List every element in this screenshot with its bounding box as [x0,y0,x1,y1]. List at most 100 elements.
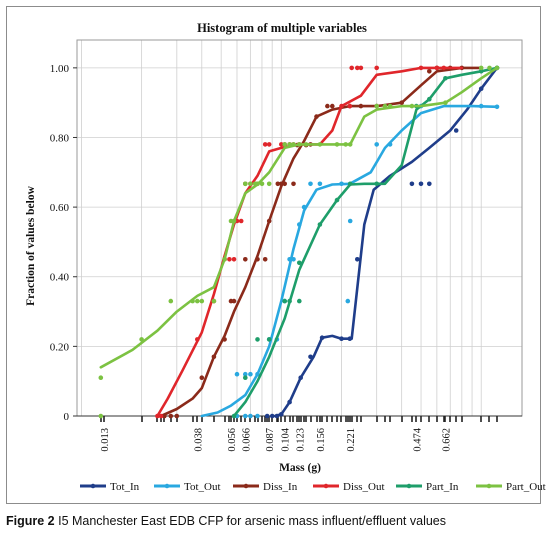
data-point [297,298,302,304]
chart: 0 0.20 0.40 0.60 0.80 1.00 0.013 0.038 0.056 0.06… [25,21,546,493]
x-tick-label: 0.056 [227,428,238,452]
data-point [409,181,415,187]
data-point [319,335,325,341]
data-point [355,65,360,71]
data-point [347,218,353,224]
data-point [231,257,237,262]
y-tick-label: 0.20 [50,341,70,353]
legend-label: Part_Out [506,481,546,493]
data-point [427,96,432,102]
data-point [478,69,484,74]
data-point [355,257,360,262]
data-point [255,371,260,377]
data-point [199,298,205,304]
data-point [347,336,353,342]
series-Part_Out [98,65,500,419]
data-point [243,375,248,381]
data-point [266,142,272,147]
data-point [387,103,393,109]
y-axis-label: Fraction of values below [25,185,37,305]
data-point [248,371,253,377]
series-layer [98,65,500,419]
data-point [255,337,260,342]
data-point [168,413,174,419]
data-point [494,104,500,110]
data-point [255,413,260,419]
data-point [347,181,353,187]
data-point [358,103,364,109]
data-point [255,181,260,187]
data-point [427,181,432,187]
data-point [231,218,237,224]
data-point [162,413,167,419]
data-point [358,65,364,71]
data-point [418,181,424,187]
data-point [478,65,484,71]
data-point [195,337,200,342]
x-tick-label: 0.104 [281,427,292,451]
data-point [339,181,344,187]
data-point [478,103,484,109]
legend-marker [243,483,249,489]
data-point [317,222,323,227]
series-Tot_In [264,65,500,419]
data-point [243,371,248,377]
data-point [334,197,340,203]
data-point [314,114,319,119]
data-point [291,142,296,147]
data-point [349,65,355,71]
data-point [264,413,270,419]
x-tick-label: 0.156 [316,428,327,452]
data-point [195,298,200,304]
data-point [168,298,174,304]
data-point [339,336,344,342]
y-tick-label: 0.60 [50,202,70,214]
data-point [434,65,440,71]
x-tick-label: 0.066 [241,428,252,452]
legend-label: Diss_In [263,481,298,493]
data-point [297,222,302,227]
data-point [155,413,160,419]
series-line [273,66,499,418]
y-tick-label: 0.80 [50,132,70,144]
labels: Histogram of multiple variables Mass (g)… [25,21,367,474]
legend-marker [486,483,492,489]
data-point [269,413,275,419]
data-point [266,181,272,187]
chart-title: Histogram of multiple variables [197,21,367,35]
data-point [287,257,292,262]
data-point [243,181,248,187]
data-point [211,298,217,304]
data-point [298,375,304,381]
legend-marker [406,483,412,489]
data-point [374,181,380,187]
data-point [231,298,237,304]
data-point [234,371,240,377]
caption-label: Figure 2 [6,514,55,528]
data-point [98,413,104,419]
data-point [243,413,248,419]
legend-label: Part_In [426,481,459,493]
axes: 0 0.20 0.40 0.60 0.80 1.00 0.013 0.038 0.056 0.06… [50,39,523,452]
series-line [99,66,499,369]
data-point [287,399,292,405]
legend: Tot_In Tot_Out Diss_In Diss_Out Part_In Part_… [80,481,546,493]
data-point [190,298,195,304]
y-tick-label: 0.40 [50,272,70,284]
data-point [345,298,351,304]
x-tick-label: 0.123 [295,428,306,452]
series-Diss_In [159,65,483,419]
data-point [139,337,144,342]
data-point [231,413,237,419]
data-point [334,142,340,147]
data-point [308,181,313,187]
data-point [339,103,344,109]
data-point [317,181,323,187]
data-point [243,257,248,262]
data-point [343,142,349,147]
x-axis-label: Mass (g) [279,462,321,474]
data-point [443,100,448,105]
data-point [303,142,309,147]
data-point [325,103,330,109]
data-point [347,142,353,147]
